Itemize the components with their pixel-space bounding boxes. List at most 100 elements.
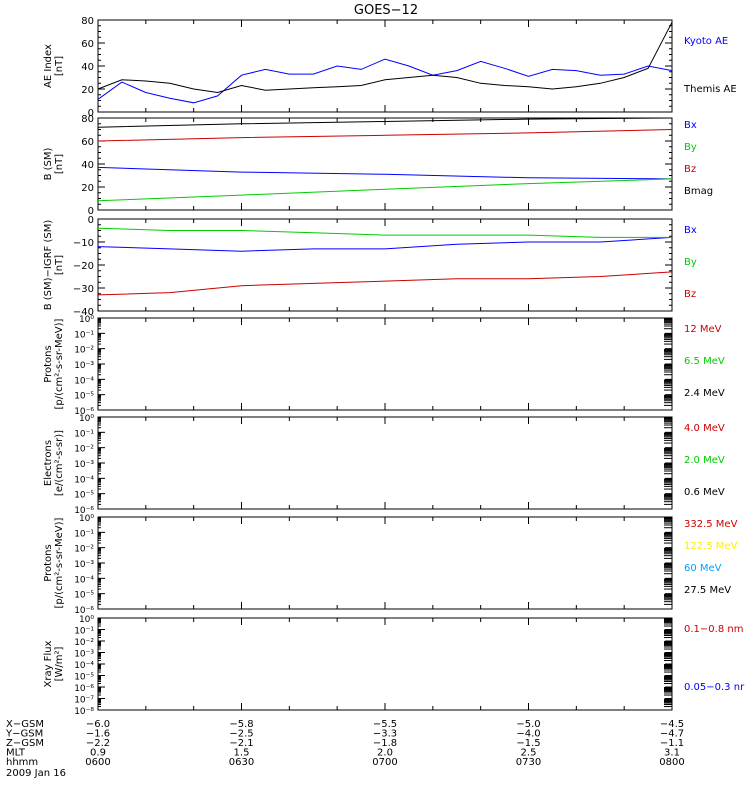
y-tick-label: 10⁻⁵ [74, 491, 94, 501]
y-tick-label: 10⁻⁵ [74, 673, 94, 683]
y-tick-label: 20 [81, 183, 94, 194]
legend-27-5-mev: 27.5 MeV [684, 585, 731, 596]
legend-122-5-mev: 122.5 MeV [684, 541, 738, 552]
y-axis-label-line: [e/(cm²-s-sr)] [54, 430, 65, 496]
panel-3: B (SM)−IGRF (SM)[nT] −40 −30 −20 −10 0 Bx By Bz [43, 215, 697, 318]
figure-title: GOES−12 [354, 3, 418, 18]
y-tick-label: 10⁻¹ [74, 529, 94, 539]
y-tick-label: 0 [88, 206, 94, 217]
y-axis-label-line: B (SM)−IGRF (SM) [43, 220, 54, 311]
legend-by: By [684, 142, 697, 153]
legend-0-6-mev: 0.6 MeV [684, 487, 725, 498]
y-tick-label: 80 [81, 16, 94, 27]
y-tick-label: 10⁰ [79, 315, 94, 325]
orbit-row-value: −4.0 [516, 729, 540, 740]
series-line-by [97, 178, 673, 202]
y-tick-label: 60 [81, 39, 94, 50]
y-tick-label: 10⁻³ [74, 460, 94, 470]
orbit-row-value: −4.5 [660, 719, 684, 730]
y-axis-label: Electrons[e/(cm²-s-sr)] [43, 430, 65, 496]
y-tick-label: 10⁰ [79, 514, 94, 524]
orbit-row-value: 1.5 [234, 748, 250, 759]
panel-5: Electrons[e/(cm²-s-sr)] 10⁰ 10⁻¹ 10⁻² 10⁻³ 10… [43, 414, 725, 516]
y-tick-label: 40 [81, 62, 94, 73]
orbit-row-value: −3.3 [373, 729, 397, 740]
panel-7: Xray Flux[W/m²]10⁰10⁻¹10⁻²10⁻³10⁻⁴10⁻⁵10… [43, 615, 745, 717]
panel-frame [97, 317, 673, 411]
y-tick-label: 10⁻⁶ [74, 407, 94, 417]
series-line-bmag [97, 117, 673, 128]
orbit-row-value: −5.8 [229, 719, 253, 730]
legend-4-0-mev: 4.0 MeV [684, 423, 725, 434]
series-line-by [97, 227, 672, 238]
orbit-row-value: 0730 [516, 757, 541, 768]
y-tick-label: 10⁻⁴ [74, 475, 94, 485]
y-tick-label: −20 [73, 261, 94, 272]
y-tick-label: 10⁻⁶ [74, 606, 94, 616]
legend-kyoto-ae: Kyoto AE [684, 36, 728, 47]
y-axis-label-line: [W/m²] [54, 646, 65, 681]
panel-6: Protons[p/(cm²-s-sr-MeV)] 10⁰ 10⁻¹ 10⁻² 10⁻³… [43, 514, 738, 616]
y-tick-label: 10⁻⁴ [74, 661, 94, 671]
panel-frame [97, 516, 673, 610]
orbit-row-value: −5.5 [373, 719, 397, 730]
panel-2: B (SM)[nT] 0 20 40 60 80 Bx By Bz Bmag [43, 114, 713, 217]
y-axis-label: AE Index[nT] [43, 44, 65, 88]
y-tick-label: 10⁻⁴ [74, 376, 94, 386]
y-tick-label: 10⁻² [74, 545, 94, 555]
y-axis-label-line: [p/(cm²-s-sr-MeV)] [54, 318, 65, 409]
panel-frame [97, 416, 673, 510]
orbit-row-value: 0600 [85, 757, 110, 768]
y-axis-label: B (SM)−IGRF (SM)[nT] [43, 220, 65, 311]
orbit-row-label: X−GSM [6, 719, 44, 730]
y-axis-label: Xray Flux[W/m²] [43, 640, 65, 687]
y-tick-label: 10⁻⁶ [74, 506, 94, 516]
orbit-row-value: 3.1 [664, 748, 680, 759]
y-axis-label-line: Electrons [43, 440, 54, 486]
orbit-row-value: 0800 [659, 757, 684, 768]
y-axis-label: Protons[p/(cm²-s-sr-MeV)] [43, 517, 65, 608]
orbit-row-label: Z−GSM [6, 738, 44, 749]
legend-bmag: Bmag [684, 186, 713, 197]
legend-2-4-mev: 2.4 MeV [684, 388, 725, 399]
orbit-row-value: −6.0 [86, 719, 110, 730]
y-tick-label: 20 [81, 85, 94, 96]
y-axis-label-line: Protons [43, 345, 54, 382]
y-tick-label: 10⁻² [74, 346, 94, 356]
legend-332-5-mev: 332.5 MeV [684, 519, 738, 530]
series-line-bz [97, 271, 673, 296]
orbit-row-value: 2.5 [521, 748, 537, 759]
y-tick-label: 40 [81, 160, 94, 171]
panel-frame [97, 19, 673, 113]
y-tick-label: 10⁻³ [74, 361, 94, 371]
y-tick-label: −10 [73, 238, 94, 249]
y-tick-label: 10⁻⁵ [74, 392, 94, 402]
y-tick-label: 10⁻⁸ [74, 707, 94, 717]
y-tick-label: −30 [73, 284, 94, 295]
y-tick-label: 0 [88, 108, 94, 119]
orbit-row-value: 0700 [372, 757, 397, 768]
panel-frame [97, 617, 673, 711]
y-axis-label-line: [p/(cm²-s-sr-MeV)] [54, 517, 65, 608]
legend-bz: Bz [684, 289, 696, 300]
y-axis-label-line: [nT] [54, 154, 65, 174]
series-line-bx [97, 236, 673, 252]
y-tick-label: 10⁻⁶ [74, 684, 94, 694]
y-tick-label: 10⁻³ [74, 650, 94, 660]
orbit-row-value: −4.7 [660, 729, 684, 740]
orbit-row-label: Y−GSM [5, 729, 43, 740]
orbit-row-label: MLT [6, 748, 26, 759]
y-tick-label: 10⁻² [74, 638, 94, 648]
panel-4: Protons[p/(cm²-s-sr-MeV)] 10⁰ 10⁻¹ 10⁻² 10⁻³… [43, 315, 725, 417]
y-tick-label: 10⁰ [79, 615, 94, 625]
y-tick-label: 60 [81, 137, 94, 148]
legend-bx: Bx [684, 120, 697, 131]
y-axis-label-line: Protons [43, 544, 54, 581]
orbit-row-value: −1.8 [373, 738, 397, 749]
y-tick-label: 10⁻³ [74, 560, 94, 570]
legend-60-mev: 60 MeV [684, 563, 722, 574]
y-axis-label-line: AE Index [43, 44, 54, 88]
series-line-themis-ae [97, 22, 673, 94]
